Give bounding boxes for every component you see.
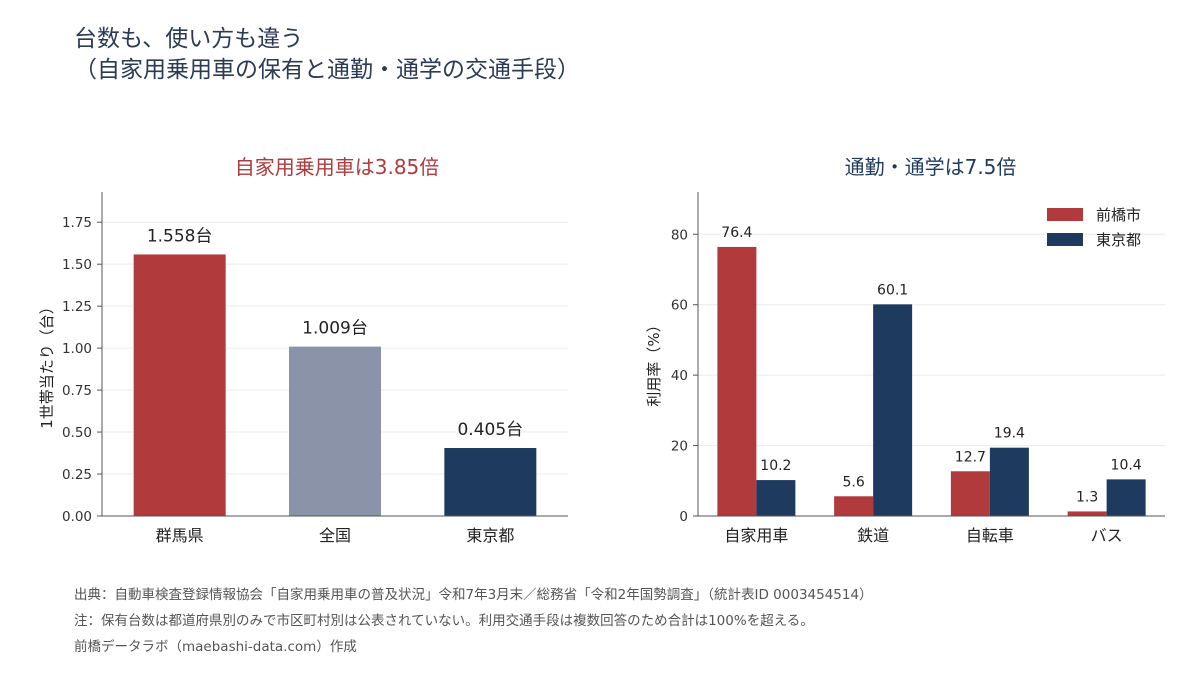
footnotes: 出典：自動車検査登録情報協会「自家用乗用車の普及状況」令和7年3月末／総務省「令… [74, 582, 873, 660]
left-bar-value-label: 1.558台 [147, 226, 213, 246]
left-ytick-label: 0.00 [62, 509, 92, 525]
left-bar [133, 254, 226, 516]
left-y-axis-label: 1世帯当たり（台） [38, 299, 56, 429]
left-ytick-label: 1.75 [62, 215, 92, 231]
right-chart-title: 通勤・通学は7.5倍 [845, 155, 1017, 179]
right-ytick-label: 40 [671, 368, 688, 384]
right-bar-value-label: 10.2 [760, 458, 791, 474]
right-bar-tokyo [873, 304, 913, 516]
caveat-note: 注：保有台数は都道府県別のみで市区町村別は公表されていない。利用交通手段は複数回… [74, 613, 814, 629]
right-bar-maebashi [717, 246, 757, 516]
left-ytick-label: 1.50 [62, 257, 92, 273]
source-note: 出典：自動車検査登録情報協会「自家用乗用車の普及状況」令和7年3月末／総務省「令… [74, 587, 873, 603]
right-xtick-label: 鉄道 [857, 526, 889, 545]
left-xtick-label: 東京都 [466, 526, 514, 545]
right-bar-maebashi [1067, 511, 1107, 516]
left-chart-title: 自家用乗用車は3.85倍 [235, 155, 440, 179]
left-xtick-label: 全国 [319, 526, 351, 545]
legend-label: 東京都 [1096, 231, 1141, 249]
right-bar-value-label: 76.4 [721, 225, 752, 241]
right-ytick-label: 20 [671, 439, 688, 455]
left-bar [444, 448, 537, 516]
right-bar-maebashi [950, 471, 990, 516]
page-title: 台数も、使い方も違う （自家用乗用車の保有と通勤・通学の交通手段） [74, 24, 580, 86]
right-bar-value-label: 1.3 [1076, 489, 1098, 505]
page-title-line1: 台数も、使い方も違う [74, 26, 304, 52]
legend-swatch [1047, 233, 1083, 246]
right-bar-tokyo [989, 447, 1029, 516]
left-ytick-label: 0.50 [62, 425, 92, 441]
right-ytick-label: 0 [679, 509, 688, 525]
right-ytick-label: 60 [671, 298, 688, 314]
right-ytick-label: 80 [671, 227, 688, 243]
page-title-line2: （自家用乗用車の保有と通勤・通学の交通手段） [74, 57, 580, 83]
credit-note: 前橋データラボ（maebashi-data.com）作成 [74, 639, 357, 655]
left-ytick-label: 1.25 [62, 299, 92, 315]
left-xtick-label: 群馬県 [156, 526, 204, 545]
right-bar-value-label: 19.4 [994, 426, 1025, 442]
right-xtick-label: バス [1091, 526, 1123, 545]
legend-label: 前橋市 [1096, 206, 1141, 224]
right-bar-value-label: 10.4 [1111, 457, 1142, 473]
right-bar-value-label: 12.7 [955, 449, 986, 465]
right-y-axis-label: 利用率（%） [645, 317, 663, 406]
right-xtick-label: 自家用車 [724, 526, 788, 545]
left-ytick-label: 1.00 [62, 341, 92, 357]
left-ytick-label: 0.75 [62, 383, 92, 399]
right-xtick-label: 自転車 [966, 526, 1014, 545]
right-bar-value-label: 60.1 [877, 282, 908, 298]
legend-swatch [1047, 208, 1083, 221]
right-bar-maebashi [834, 496, 874, 516]
left-bar-value-label: 0.405台 [457, 420, 523, 440]
right-bar-tokyo [756, 480, 796, 516]
left-ytick-label: 0.25 [62, 467, 92, 483]
right-bar-tokyo [1106, 479, 1146, 516]
left-bar-value-label: 1.009台 [302, 319, 368, 339]
right-bar-value-label: 5.6 [842, 474, 864, 490]
left-bar [289, 346, 381, 516]
